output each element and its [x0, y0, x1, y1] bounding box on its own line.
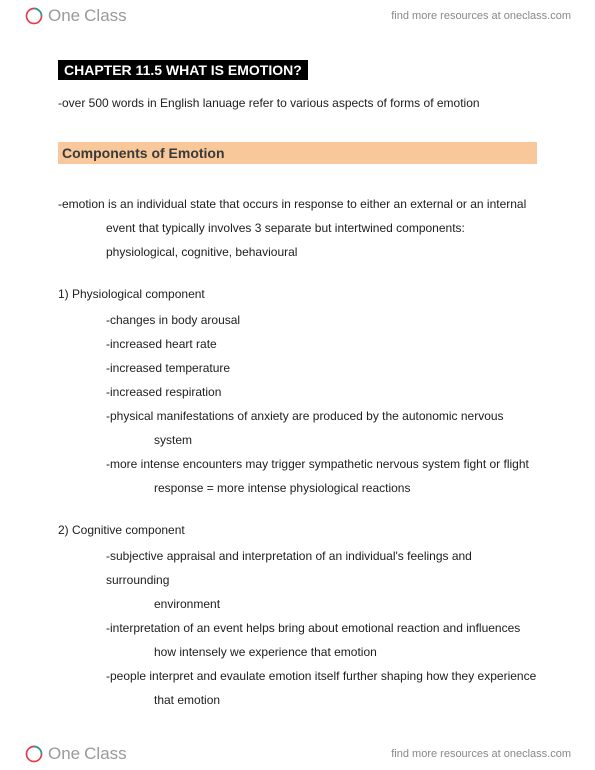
brand-logo: OneClass — [24, 6, 127, 26]
component-block: 1) Physiological component-changes in bo… — [58, 282, 537, 500]
component-items: -changes in body arousal -increased heart… — [58, 308, 537, 500]
intro-text: -over 500 words in English lanuage refer… — [58, 94, 537, 112]
page-footer: OneClass find more resources at oneclass… — [0, 738, 595, 770]
list-item: -increased respiration — [106, 380, 537, 404]
list-item-text: -physical manifestations of anxiety are … — [106, 409, 504, 423]
definition-line-2: event that typically involves 3 separate… — [58, 216, 537, 240]
list-item: -physical manifestations of anxiety are … — [106, 404, 537, 452]
definition-line-3: physiological, cognitive, behavioural — [58, 240, 537, 264]
list-item-text: -changes in body arousal — [106, 313, 240, 327]
logo-icon — [24, 6, 44, 26]
list-item-text: -more intense encounters may trigger sym… — [106, 457, 529, 471]
list-item: -increased heart rate — [106, 332, 537, 356]
list-item-text: -interpretation of an event helps bring … — [106, 621, 520, 635]
list-item-text: -increased temperature — [106, 361, 230, 375]
components-container: 1) Physiological component-changes in bo… — [58, 282, 537, 712]
list-item: -more intense encounters may trigger sym… — [106, 452, 537, 500]
page-header: OneClass find more resources at oneclass… — [0, 0, 595, 32]
list-item-text: -people interpret and evaulate emotion i… — [106, 669, 536, 683]
section-title: Components of Emotion — [58, 142, 537, 164]
resources-link-top[interactable]: find more resources at oneclass.com — [391, 10, 571, 22]
list-item-continuation: how intensely we experience that emotion — [106, 640, 537, 664]
list-item: -people interpret and evaulate emotion i… — [106, 664, 537, 712]
resources-link-bottom[interactable]: find more resources at oneclass.com — [391, 748, 571, 760]
logo-icon — [24, 744, 44, 764]
brand-text-one: One — [48, 6, 80, 26]
list-item-text: -increased respiration — [106, 385, 221, 399]
chapter-title: CHAPTER 11.5 WHAT IS EMOTION? — [58, 60, 308, 80]
list-item-continuation: environment — [106, 592, 537, 616]
list-item-continuation: that emotion — [106, 688, 537, 712]
component-block: 2) Cognitive component -subjective apprai… — [58, 518, 537, 712]
component-heading: 2) Cognitive component — [58, 518, 537, 542]
definition-line-1: -emotion is an individual state that occ… — [58, 197, 526, 211]
brand-text-one: One — [48, 744, 80, 764]
list-item: -increased temperature — [106, 356, 537, 380]
definition-paragraph: -emotion is an individual state that occ… — [58, 192, 537, 264]
list-item: -interpretation of an event helps bring … — [106, 616, 537, 664]
list-item: -changes in body arousal — [106, 308, 537, 332]
list-item-text: -subjective appraisal and interpretation… — [106, 549, 472, 587]
brand-text-class: Class — [84, 744, 127, 764]
component-items: -subjective appraisal and interpretation… — [58, 544, 537, 712]
list-item-continuation: system — [106, 428, 537, 452]
document-body: CHAPTER 11.5 WHAT IS EMOTION? -over 500 … — [58, 60, 537, 730]
list-item-text: -increased heart rate — [106, 337, 217, 351]
brand-logo-footer: OneClass — [24, 744, 127, 764]
list-item-continuation: response = more intense physiological re… — [106, 476, 537, 500]
component-heading: 1) Physiological component — [58, 282, 537, 306]
brand-text-class: Class — [84, 6, 127, 26]
list-item: -subjective appraisal and interpretation… — [106, 544, 537, 616]
